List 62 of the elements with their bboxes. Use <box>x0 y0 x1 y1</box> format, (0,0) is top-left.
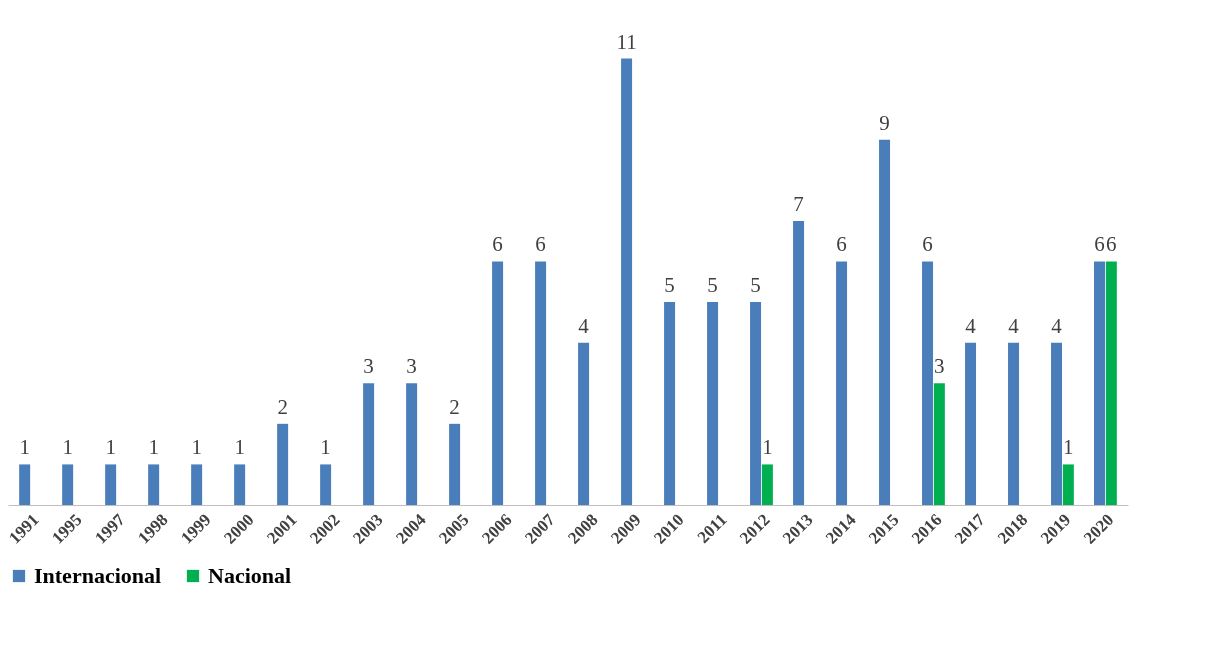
data-label: 6 <box>1106 232 1117 257</box>
bar <box>1105 261 1117 505</box>
data-label: 3 <box>363 354 374 379</box>
data-label: 1 <box>1063 435 1074 460</box>
data-label: 11 <box>616 29 637 54</box>
data-label: 1 <box>191 435 202 460</box>
data-label: 6 <box>492 232 503 257</box>
bar <box>1051 342 1063 505</box>
bar <box>277 423 289 505</box>
data-label: 1 <box>19 435 30 460</box>
bar <box>1008 342 1020 505</box>
data-label: 1 <box>148 435 159 460</box>
bar <box>62 464 74 505</box>
data-label: 6 <box>836 232 847 257</box>
data-label: 1 <box>234 435 245 460</box>
bar <box>363 383 375 505</box>
data-label: 4 <box>578 313 590 338</box>
data-label: 1 <box>105 435 116 460</box>
data-label: 5 <box>664 273 675 298</box>
bar <box>492 261 504 505</box>
bar <box>148 464 160 505</box>
data-label: 3 <box>406 354 417 379</box>
bar <box>406 383 418 505</box>
data-label: 6 <box>922 232 933 257</box>
bar <box>750 302 762 505</box>
bar <box>793 220 805 505</box>
data-label: 4 <box>1008 313 1020 338</box>
bar <box>105 464 117 505</box>
data-label: 2 <box>449 394 460 419</box>
bar <box>234 464 246 505</box>
bar <box>965 342 977 505</box>
data-label: 9 <box>879 110 890 135</box>
bar <box>1062 464 1074 505</box>
bar <box>707 302 719 505</box>
data-label: 6 <box>1094 232 1105 257</box>
data-label: 4 <box>1051 313 1063 338</box>
data-label: 5 <box>750 273 761 298</box>
bar <box>535 261 547 505</box>
data-label: 3 <box>934 354 945 379</box>
bar <box>19 464 31 505</box>
bar <box>922 261 934 505</box>
bar <box>933 383 945 505</box>
bar <box>621 58 633 505</box>
bar <box>449 423 461 505</box>
bar <box>578 342 590 505</box>
bar <box>1094 261 1106 505</box>
data-label: 7 <box>793 191 804 216</box>
data-label: 4 <box>965 313 977 338</box>
data-label: 1 <box>320 435 331 460</box>
legend-label: Internacional <box>34 563 162 588</box>
bar <box>879 139 891 505</box>
data-label: 5 <box>707 273 718 298</box>
bar <box>320 464 332 505</box>
data-label: 6 <box>535 232 546 257</box>
data-label: 1 <box>762 435 773 460</box>
data-label: 2 <box>277 394 288 419</box>
bar <box>191 464 203 505</box>
bar <box>836 261 848 505</box>
bar <box>761 464 773 505</box>
bar <box>664 302 676 505</box>
legend-label: Nacional <box>208 563 292 588</box>
data-label: 1 <box>62 435 73 460</box>
